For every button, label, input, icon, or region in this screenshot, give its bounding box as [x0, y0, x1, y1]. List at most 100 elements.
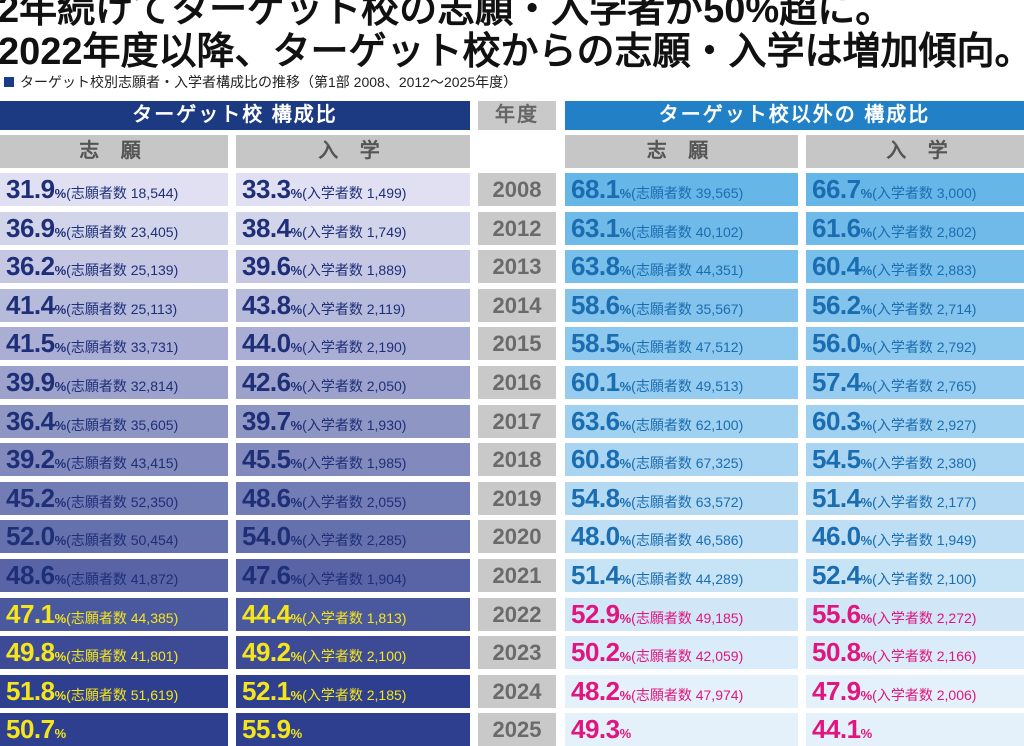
percent-sign: %	[54, 687, 67, 703]
percent-sign: %	[54, 224, 67, 240]
other-apply-cell: 58.5%(志願者数 47,512)	[565, 327, 798, 361]
percent-sign: %	[290, 456, 303, 472]
other-enroll-cell: 56.0%(入学者数 2,792)	[806, 327, 1024, 361]
count-close: )	[738, 648, 744, 665]
count-label: (志願者数	[631, 262, 696, 279]
percent-value: 51.4	[812, 482, 861, 513]
percent-sign: %	[860, 494, 873, 510]
percent-value: 38.4	[242, 212, 291, 243]
count-close: )	[173, 339, 179, 356]
target-enroll-cell: 38.4%(入学者数 1,749)	[236, 211, 470, 245]
count-value: 2,190	[366, 339, 402, 356]
percent-sign: %	[619, 340, 632, 356]
percent-sign: %	[860, 301, 873, 317]
count-close: )	[738, 571, 744, 587]
percent-value: 61.6	[812, 212, 861, 243]
percent-value: 55.9	[242, 714, 291, 745]
count-close: )	[401, 185, 407, 201]
count-label: (入学者数	[872, 378, 937, 394]
count-close: )	[738, 493, 744, 510]
other-apply-cell: 60.1%(志願者数 49,513)	[565, 366, 798, 399]
target-apply-cell: 49.8%(志願者数 41,801)	[0, 636, 228, 670]
subheader-target-enroll: 入 学	[236, 135, 470, 168]
percent-value: 50.8	[812, 637, 861, 668]
count-value: 2,380	[936, 455, 972, 472]
target-apply-cell: 45.2%(志願者数 52,350)	[0, 481, 228, 515]
other-apply-cell: 49.3%	[565, 713, 798, 746]
count-label: (入学者数	[302, 648, 367, 665]
target-enroll-cell: 54.0%(入学者数 2,285)	[236, 520, 470, 554]
target-apply-cell: 47.1%(志願者数 44,385)	[0, 597, 228, 631]
count-value: 1,930	[366, 416, 402, 433]
target-apply-cell: 41.4%(志願者数 25,113)	[0, 288, 228, 322]
count-label: (入学者数	[872, 223, 937, 240]
percent-value: 63.6	[571, 405, 620, 436]
count-value: 63,572	[695, 493, 739, 510]
target-apply-cell: 39.2%(志願者数 43,415)	[0, 443, 228, 477]
count-label: (志願者数	[631, 686, 696, 703]
other-enroll-cell: 66.7%(入学者数 3,000)	[806, 173, 1024, 206]
count-close: )	[173, 571, 179, 587]
percent-sign: %	[860, 726, 873, 742]
percent-sign: %	[860, 379, 873, 394]
count-close: )	[971, 339, 977, 356]
count-label: (志願者数	[66, 300, 131, 317]
count-label: (志願者数	[631, 532, 696, 549]
target-apply-cell: 52.0%(志願者数 50,454)	[0, 520, 228, 554]
year-cell: 2022	[478, 597, 556, 631]
count-value: 35,605	[130, 416, 174, 433]
other-enroll-cell: 44.1%	[806, 713, 1024, 746]
count-value: 47,512	[695, 339, 739, 356]
count-label: (入学者数	[302, 571, 367, 587]
percent-value: 54.0	[242, 521, 291, 552]
count-close: )	[173, 185, 179, 201]
count-value: 44,289	[695, 571, 739, 587]
count-close: )	[401, 416, 407, 433]
count-value: 2,285	[366, 532, 402, 549]
other-enroll-cell: 51.4%(入学者数 2,177)	[806, 481, 1024, 515]
count-close: )	[401, 686, 407, 703]
percent-value: 52.4	[812, 560, 861, 590]
count-label: (志願者数	[66, 648, 131, 665]
target-enroll-cell: 39.6%(入学者数 1,889)	[236, 250, 470, 284]
percent-value: 33.3	[242, 174, 291, 204]
percent-value: 36.4	[6, 405, 55, 436]
percent-sign: %	[290, 417, 303, 433]
percent-sign: %	[290, 263, 303, 279]
count-value: 1,949	[936, 532, 972, 549]
percent-sign: %	[860, 572, 873, 587]
percent-value: 47.1	[6, 598, 55, 629]
percent-sign: %	[860, 186, 873, 201]
target-apply-cell: 50.7%	[0, 713, 228, 746]
percent-sign: %	[290, 533, 303, 549]
count-close: )	[401, 571, 407, 587]
target-enroll-cell: 44.0%(入学者数 2,190)	[236, 327, 470, 361]
count-close: )	[401, 455, 407, 472]
other-enroll-cell: 54.5%(入学者数 2,380)	[806, 443, 1024, 477]
target-enroll-cell: 45.5%(入学者数 1,985)	[236, 443, 470, 477]
count-value: 1,904	[366, 571, 402, 587]
count-value: 2,714	[936, 300, 972, 317]
percent-value: 63.1	[571, 212, 620, 243]
count-value: 2,006	[936, 686, 972, 703]
percent-sign: %	[290, 186, 303, 201]
percent-sign: %	[619, 687, 632, 703]
percent-sign: %	[290, 610, 303, 626]
percent-value: 42.6	[242, 367, 291, 397]
count-label: (入学者数	[302, 300, 367, 317]
count-close: )	[971, 609, 977, 626]
count-close: )	[738, 455, 744, 472]
percent-sign: %	[290, 572, 303, 587]
count-close: )	[173, 609, 179, 626]
other-apply-cell: 60.8%(志願者数 67,325)	[565, 443, 798, 477]
count-close: )	[971, 223, 977, 240]
percent-sign: %	[54, 263, 67, 279]
percent-sign: %	[290, 340, 303, 356]
count-close: )	[971, 686, 977, 703]
count-close: )	[401, 378, 407, 394]
header-target-ratio: ターゲット校 構成比	[0, 101, 470, 130]
percent-value: 45.5	[242, 444, 291, 475]
percent-sign: %	[619, 417, 632, 433]
target-enroll-cell: 55.9%	[236, 713, 470, 746]
count-label: (入学者数	[872, 648, 937, 665]
